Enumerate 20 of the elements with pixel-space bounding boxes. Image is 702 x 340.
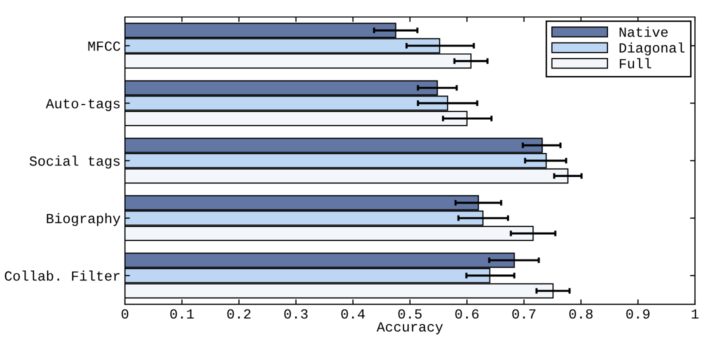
x-tick-label: 0: [122, 309, 128, 319]
y-tick-label: MFCC: [88, 41, 120, 51]
legend-label: Diagonal: [620, 42, 684, 56]
legend-label: Native: [620, 26, 668, 37]
x-tick-label: 0.6: [455, 309, 479, 319]
x-tick-label: 1: [692, 309, 698, 319]
x-tick-label: 0.8: [569, 309, 593, 319]
x-tick-label: 0.5: [398, 309, 422, 319]
x-axis-title: Accuracy: [376, 322, 443, 334]
x-tick-label: 0.1: [170, 309, 194, 319]
y-tick-label: Biography: [46, 213, 120, 226]
x-tick-label: 0.4: [341, 309, 365, 319]
x-tick-label: 0.7: [512, 309, 536, 319]
legend-label: Full: [620, 58, 652, 68]
y-tick-label: Auto-tags: [46, 98, 120, 112]
x-tick-label: 0.9: [626, 309, 650, 319]
x-tick-label: 0.3: [284, 309, 308, 319]
y-tick-label: Collab. Filter: [4, 270, 120, 281]
y-tick-label: Social tags: [30, 156, 120, 169]
x-tick-label: 0.2: [227, 309, 250, 319]
